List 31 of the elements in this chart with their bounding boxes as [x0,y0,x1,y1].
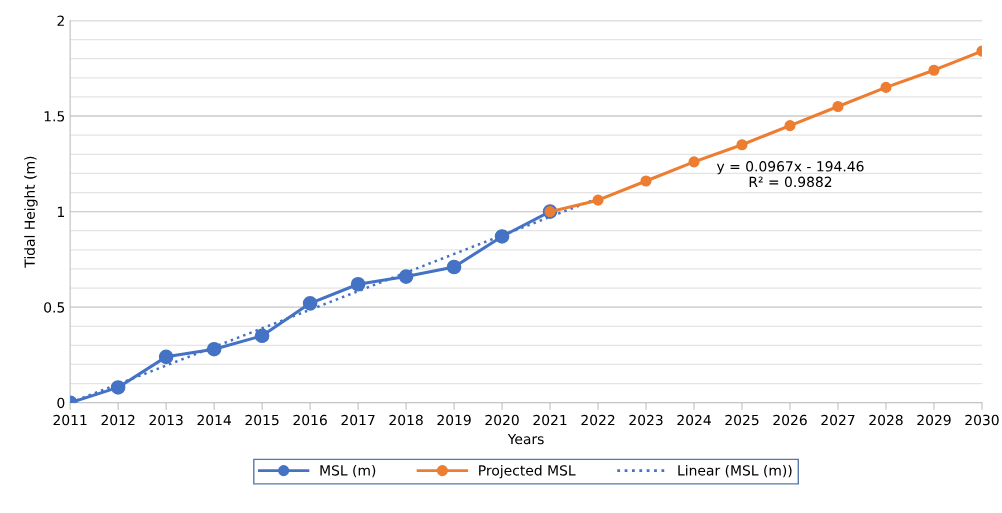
x-tick-label: 2026 [773,414,807,426]
x-axis-title: Years [507,433,544,445]
y-tick-label: 1 [57,206,64,217]
x-tick-label: 2016 [293,414,327,426]
x-tick-label: 2011 [53,414,87,426]
y-axis-title: Tidal Height (m) [24,156,38,268]
x-tick-label: 2025 [725,414,759,426]
x-tick-label: 2024 [677,414,711,426]
y-tick-label: 0 [57,397,65,409]
y-tick-label: 0.5 [44,302,65,313]
y-tick-label: 2 [57,15,64,26]
x-tick-label: 2013 [149,414,183,426]
x-tick-label: 2028 [869,414,903,426]
x-tick-label: 2014 [197,414,232,426]
x-tick-label: 2020 [485,414,519,426]
x-tick-label: 2017 [341,414,375,426]
x-tick-label: 2015 [245,414,279,426]
x-tick-label: 2027 [821,414,855,426]
x-tick-label: 2012 [101,414,135,426]
x-tick-label: 2019 [437,414,471,426]
x-tick-label: 2021 [533,414,567,426]
x-tick-label: 2018 [389,414,423,426]
x-tick-label: 2022 [581,414,615,426]
legend-label: MSL (m) [320,464,376,478]
legend-label: Linear (MSL (m)) [678,464,792,478]
x-tick-label: 2030 [965,414,999,426]
x-tick-label: 2023 [629,414,663,426]
annotation: y = 0.0967x - 194.46 R² = 0.9882 [716,161,864,188]
legend-label: Projected MSL [479,464,576,479]
x-tick-label: 2029 [917,414,951,426]
y-tick-label: 1.5 [44,111,65,122]
